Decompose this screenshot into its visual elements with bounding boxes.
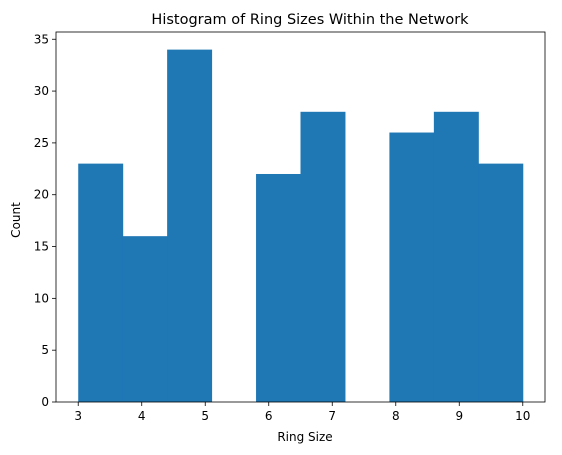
bars-group [78,49,524,402]
plot-frame [55,31,546,403]
x-tick-label: 4 [138,409,146,423]
x-tick-label: 9 [455,409,463,423]
x-tick-label: 8 [392,409,400,423]
y-axis-ticks: 0 5 10 15 20 25 30 35 [34,32,56,409]
x-tick-label: 7 [328,409,336,423]
x-axis-label: Ring Size [277,430,332,444]
y-tick-label: 35 [34,32,49,46]
y-tick-label: 0 [41,395,49,409]
histogram-bar [78,163,124,402]
x-tick-label: 6 [265,409,273,423]
y-axis-label: Count [9,202,23,238]
y-tick-label: 10 [34,291,49,305]
histogram-bar [478,163,524,402]
chart-title: Histogram of Ring Sizes Within the Netwo… [151,12,469,28]
x-tick-label: 10 [515,409,530,423]
y-tick-label: 30 [34,84,49,98]
histogram-bar [167,49,213,402]
y-tick-label: 5 [41,343,49,357]
histogram-bar [300,111,346,402]
x-axis-ticks: 3 4 5 6 7 8 9 10 [74,402,530,423]
x-tick-label: 3 [74,409,82,423]
histogram-bar [433,111,479,402]
histogram-bar [389,132,435,402]
histogram-bar [256,173,301,402]
histogram-bar [122,236,168,402]
y-tick-label: 25 [34,136,49,150]
x-tick-label: 5 [201,409,209,423]
y-tick-label: 20 [34,188,49,202]
y-tick-label: 15 [34,240,49,254]
